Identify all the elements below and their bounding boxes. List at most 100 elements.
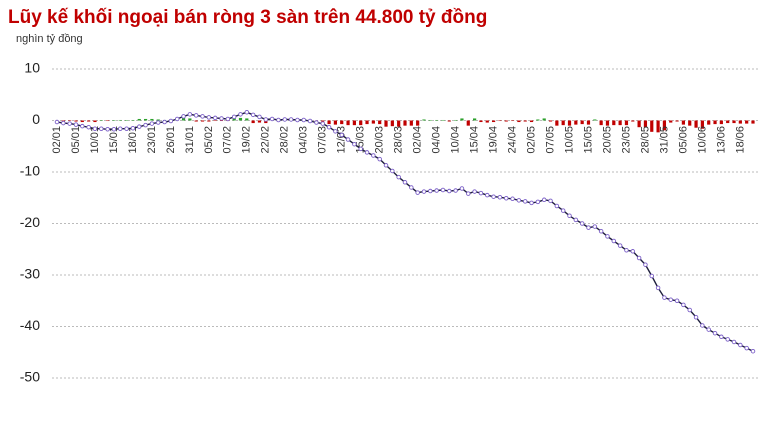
bar [346, 120, 350, 126]
x-tick-label: 04/04 [431, 126, 443, 154]
line-marker [497, 194, 503, 200]
line-marker [466, 191, 471, 196]
bar [150, 118, 154, 121]
bar [321, 120, 325, 122]
line-marker [453, 188, 458, 193]
bar [529, 120, 534, 123]
line-marker [649, 273, 655, 279]
line-marker [130, 125, 136, 131]
line-marker [447, 188, 452, 194]
line-marker [503, 196, 509, 201]
bar [580, 120, 584, 125]
bar [719, 120, 723, 125]
bar [238, 117, 243, 121]
line-marker [212, 115, 218, 121]
bar [428, 119, 432, 121]
x-tick-label: 24/04 [506, 126, 518, 154]
y-tick-label: -30 [20, 266, 40, 282]
line-marker [440, 187, 446, 193]
x-tick-label: 02/01 [51, 126, 63, 154]
line-marker [630, 249, 636, 254]
line-marker [124, 126, 129, 131]
line-marker [92, 126, 98, 131]
line-marker [263, 117, 269, 122]
line-marker [54, 119, 60, 125]
x-tick-label: 10/05 [563, 126, 575, 154]
line-marker [162, 119, 167, 125]
x-tick-label: 15/01 [108, 126, 120, 154]
line-marker [390, 168, 395, 174]
bar [435, 119, 439, 121]
y-tick-label: 0 [32, 111, 40, 127]
bar [340, 120, 344, 125]
x-tick-label: 15/05 [582, 126, 594, 154]
bar [422, 119, 426, 121]
x-tick-label: 23/05 [620, 126, 632, 154]
bar [232, 118, 236, 121]
bar [473, 118, 477, 121]
line-marker [617, 243, 623, 248]
line-marker [478, 190, 484, 196]
bar [156, 119, 160, 121]
x-tick-label: 10/01 [89, 126, 101, 154]
line-marker [409, 185, 414, 190]
bar [751, 120, 755, 124]
bar [618, 120, 622, 126]
line-marker [700, 323, 705, 328]
line-marker [231, 114, 237, 120]
line-marker [174, 116, 180, 122]
bar [371, 120, 375, 124]
x-tick-label: 05/01 [70, 126, 82, 154]
line-marker [206, 115, 212, 120]
line-marker [738, 342, 743, 348]
line-marker [67, 121, 72, 126]
bar [118, 119, 122, 121]
bar [555, 120, 559, 126]
bar [466, 120, 470, 126]
line-marker [548, 198, 553, 204]
x-tick-label: 28/02 [279, 126, 291, 154]
bar [397, 120, 401, 127]
bar [745, 120, 749, 124]
line-marker [579, 221, 585, 226]
line-marker [143, 122, 148, 128]
bar [536, 119, 540, 121]
line-marker [624, 248, 629, 253]
line-marker [421, 189, 427, 194]
line-marker [326, 124, 332, 130]
bar [498, 120, 502, 122]
line-marker [535, 199, 541, 205]
bar [605, 120, 610, 126]
x-tick-label: 10/06 [696, 126, 708, 154]
line-marker [187, 112, 193, 117]
line-marker [193, 113, 199, 118]
x-tick-label: 20/05 [601, 126, 613, 154]
x-tick-label: 04/03 [298, 126, 310, 154]
line-marker [598, 228, 604, 234]
y-tick-label: -50 [20, 369, 40, 385]
bar [662, 120, 667, 131]
bar [251, 120, 255, 124]
bar [181, 117, 186, 121]
bar [599, 120, 603, 126]
x-tick-label: 26/01 [165, 126, 177, 154]
bar [650, 120, 654, 132]
line-marker [352, 141, 357, 147]
x-tick-label: 07/03 [317, 126, 329, 154]
bar [593, 119, 597, 121]
x-tick-label: 15/04 [469, 126, 481, 154]
line-marker [61, 120, 66, 126]
bar [403, 120, 407, 126]
bar [219, 120, 224, 122]
bar [643, 120, 648, 128]
line-marker [371, 153, 376, 158]
line-marker [288, 117, 294, 122]
x-tick-label: 02/05 [525, 126, 537, 154]
line-marker [301, 117, 307, 123]
line-marker [428, 188, 433, 194]
bar [447, 120, 451, 122]
line-marker [586, 225, 591, 230]
bar [454, 119, 458, 121]
line-marker [320, 121, 325, 126]
